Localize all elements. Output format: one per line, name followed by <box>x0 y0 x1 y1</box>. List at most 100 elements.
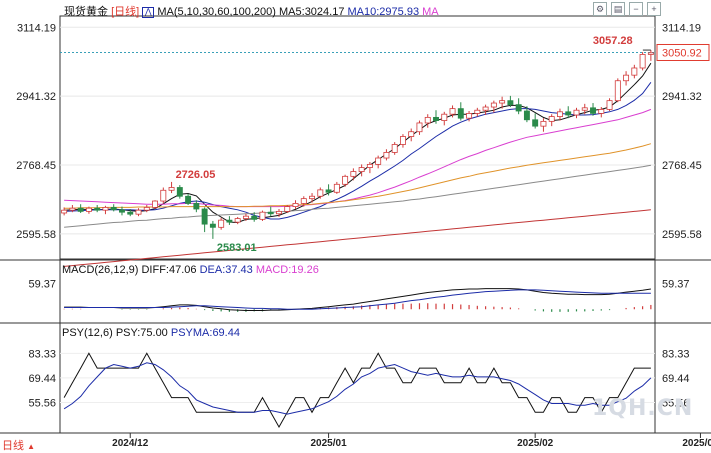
candle-body <box>350 171 357 177</box>
candle-body <box>292 203 299 208</box>
chart-header: 现货黄金 [日线] ⋀ MA(5,10,30,60,100,200) MA5:3… <box>64 3 439 19</box>
candle-body <box>449 108 456 115</box>
candle-body <box>631 67 638 76</box>
zoom-out-icon[interactable]: − <box>629 2 643 16</box>
candle-body <box>77 207 84 212</box>
chart-toolbar: ⚙ ▤ − + <box>593 2 661 16</box>
candle-body <box>234 218 241 223</box>
price-y-tick-right: 3114.19 <box>662 22 701 34</box>
macd-label: MACD(26,12,9) <box>62 264 139 276</box>
candle-body <box>383 152 390 159</box>
candle-body <box>523 110 530 121</box>
candle-body <box>193 203 200 210</box>
psy-header: PSY(12,6) PSY:75.00 PSYMA:69.44 <box>62 327 240 339</box>
candle-body <box>623 74 630 82</box>
candle-body <box>226 219 233 223</box>
candle-body <box>176 187 183 197</box>
macd-diff-value: DIFF:47.06 <box>141 264 197 276</box>
period-label[interactable]: [日线] <box>111 6 140 18</box>
candle-body <box>441 113 448 121</box>
x-axis-tick-label: 2024/12 <box>112 438 149 449</box>
candle-body <box>94 207 101 211</box>
current-price-label: 3050.92 <box>662 47 702 59</box>
price-y-tick-left: 2941.32 <box>16 91 56 103</box>
candle-body <box>399 136 406 145</box>
candle-body <box>185 195 192 204</box>
candle-body <box>201 208 208 225</box>
zoom-in-icon[interactable]: + <box>647 2 661 16</box>
candle-body <box>466 113 473 119</box>
candle-body <box>333 183 340 193</box>
candle-body <box>540 120 547 127</box>
candle-body <box>342 175 349 185</box>
ma-line-ma200 <box>64 209 651 267</box>
ma-line-ma10 <box>64 82 652 220</box>
candle-body <box>499 100 506 104</box>
price-y-tick-right: 2941.32 <box>662 91 702 103</box>
candle-body <box>515 104 522 112</box>
psyma-line <box>63 362 652 415</box>
ma-line-ma30 <box>64 108 652 208</box>
watermark: 1QH.CN <box>592 396 694 421</box>
candle-body <box>267 211 274 215</box>
ma-indicator-toggle-icon[interactable]: ⋀ <box>142 6 155 18</box>
candle-body <box>581 107 588 111</box>
candle-body <box>408 131 415 137</box>
candle-body <box>391 144 398 153</box>
candle-body <box>647 52 654 55</box>
candle-body <box>152 200 158 208</box>
candle-body <box>61 209 68 214</box>
psy-y-tick-right: 55.56 <box>662 397 690 409</box>
ma-line-ma5 <box>64 62 652 224</box>
candle-body <box>598 109 605 114</box>
candle-body <box>375 157 382 165</box>
candle-body <box>300 198 307 204</box>
price-y-tick-left: 3114.19 <box>17 22 56 34</box>
candle-body <box>639 54 646 69</box>
candle-body <box>532 119 539 127</box>
price-panel-frame <box>59 15 656 260</box>
macd-dea-line <box>64 289 651 310</box>
x-axis-tick-label: 2025/03 <box>682 438 711 449</box>
candle-body <box>127 211 134 215</box>
macd-dea-value: DEA:37.43 <box>199 264 253 276</box>
candle-body <box>102 207 109 211</box>
macd-header: MACD(26,12,9) DIFF:47.06 DEA:37.43 MACD:… <box>62 264 319 276</box>
indicator-icon[interactable]: ▤ <box>611 2 625 16</box>
annotation-previous-peak: 2726.05 <box>176 169 216 181</box>
candle-body <box>276 210 282 215</box>
annotation-low: 2583.01 <box>217 242 257 254</box>
candle-body <box>119 209 125 213</box>
candle-body <box>565 111 572 116</box>
current-price-box <box>656 43 710 61</box>
candle-body <box>135 209 142 215</box>
annotation-high: 3057.28 <box>593 35 633 47</box>
candle-body <box>143 207 150 211</box>
candle-body <box>548 116 555 122</box>
candle-body <box>168 187 175 191</box>
expand-arrow-icon: ▲ <box>27 442 35 451</box>
candle-body <box>490 102 497 108</box>
candle-body <box>424 116 431 124</box>
candle-body <box>251 215 258 220</box>
candle-body <box>325 189 332 193</box>
candle-body <box>160 189 167 202</box>
candle-body <box>416 122 423 133</box>
ma-more-label[interactable]: MA <box>422 6 439 18</box>
ma-params: MA(5,10,30,60,100,200) <box>157 6 276 18</box>
settings-icon[interactable]: ⚙ <box>593 2 607 16</box>
price-y-tick-left: 2595.58 <box>16 229 56 241</box>
candle-body <box>457 108 464 119</box>
ma10-value: MA10:2975.93 <box>347 6 420 18</box>
psy-y-tick-right: 83.33 <box>662 348 690 360</box>
psy-y-tick-left: 55.56 <box>28 397 56 409</box>
candle-body <box>218 219 225 228</box>
instrument-name: 现货黄金 <box>64 6 108 18</box>
candle-body <box>242 215 249 219</box>
candle-body <box>433 116 439 121</box>
candle-body <box>507 100 514 106</box>
period-tab[interactable]: 日线 ▲ <box>2 437 35 453</box>
candle-body <box>69 207 76 211</box>
candle-body <box>590 107 596 114</box>
psy-y-tick-left: 69.44 <box>28 373 56 385</box>
